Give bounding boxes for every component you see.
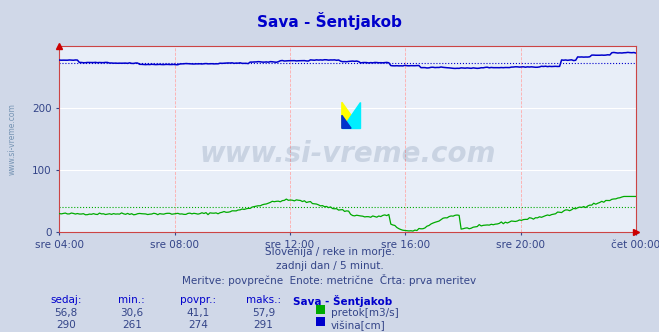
- Text: Sava - Šentjakob: Sava - Šentjakob: [293, 295, 392, 307]
- Text: www.si-vreme.com: www.si-vreme.com: [200, 140, 496, 168]
- Text: min.:: min.:: [119, 295, 145, 305]
- Text: 261: 261: [122, 320, 142, 330]
- Text: Sava - Šentjakob: Sava - Šentjakob: [257, 12, 402, 30]
- Text: 41,1: 41,1: [186, 308, 210, 318]
- Text: višina[cm]: višina[cm]: [331, 320, 386, 331]
- Text: Slovenija / reke in morje.: Slovenija / reke in morje.: [264, 247, 395, 257]
- Text: maks.:: maks.:: [246, 295, 281, 305]
- Text: povpr.:: povpr.:: [180, 295, 215, 305]
- Text: 30,6: 30,6: [120, 308, 144, 318]
- Text: 56,8: 56,8: [54, 308, 78, 318]
- Polygon shape: [342, 115, 351, 128]
- Text: 291: 291: [254, 320, 273, 330]
- Text: 57,9: 57,9: [252, 308, 275, 318]
- Text: 290: 290: [56, 320, 76, 330]
- Polygon shape: [342, 102, 360, 128]
- Text: pretok[m3/s]: pretok[m3/s]: [331, 308, 399, 318]
- Text: sedaj:: sedaj:: [50, 295, 82, 305]
- Text: 274: 274: [188, 320, 208, 330]
- Polygon shape: [342, 102, 360, 128]
- Text: zadnji dan / 5 minut.: zadnji dan / 5 minut.: [275, 261, 384, 271]
- Text: www.si-vreme.com: www.si-vreme.com: [8, 104, 17, 175]
- Text: Meritve: povprečne  Enote: metrične  Črta: prva meritev: Meritve: povprečne Enote: metrične Črta:…: [183, 274, 476, 286]
